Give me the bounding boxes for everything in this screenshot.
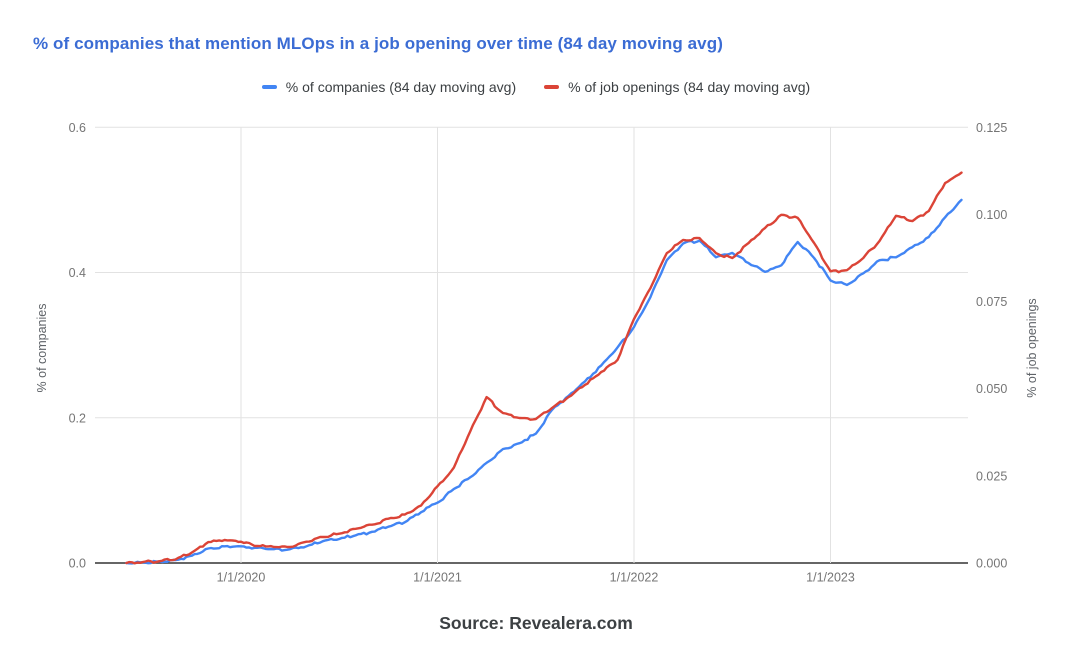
companies-series-line xyxy=(125,198,963,565)
companies-line-swatch xyxy=(261,84,277,90)
source-attribution: Source: Revealera.com xyxy=(439,613,633,633)
chart-legend: % of companies (84 day moving avg) % of … xyxy=(0,79,1072,95)
x-axis-tick-label: 1/1/2020 xyxy=(217,571,266,585)
left-axis-title: % of companies xyxy=(35,303,49,393)
right-axis-tick-label: 0.000 xyxy=(976,557,1007,571)
x-axis-tick-label: 1/1/2022 xyxy=(610,571,659,585)
right-axis-tick-label: 0.125 xyxy=(976,121,1007,135)
chart-title: % of companies that mention MLOps in a j… xyxy=(33,34,723,53)
legend-label-companies: % of companies (84 day moving avg) xyxy=(285,79,517,95)
left-axis-tick-label: 0.2 xyxy=(69,411,86,425)
left-axis-tick-label: 0.0 xyxy=(69,557,86,571)
right-axis-tick-label: 0.050 xyxy=(976,382,1007,396)
job-openings-series-line xyxy=(125,171,963,565)
legend-label-job-openings: % of job openings (84 day moving avg) xyxy=(568,79,811,95)
legend-item-job-openings: % of job openings (84 day moving avg) xyxy=(544,79,810,95)
legend-item-companies: % of companies (84 day moving avg) xyxy=(261,79,517,95)
x-axis-tick-label: 1/1/2021 xyxy=(413,571,462,585)
right-axis-tick-label: 0.100 xyxy=(976,208,1007,222)
job-openings-line-swatch xyxy=(544,84,560,90)
right-axis-title: % of job openings xyxy=(1025,298,1039,398)
right-axis-tick-label: 0.075 xyxy=(976,295,1007,309)
right-axis-tick-label: 0.025 xyxy=(976,469,1007,483)
x-axis-tick-label: 1/1/2023 xyxy=(806,571,855,585)
left-axis-tick-label: 0.6 xyxy=(69,121,86,135)
left-axis-tick-label: 0.4 xyxy=(69,266,86,280)
